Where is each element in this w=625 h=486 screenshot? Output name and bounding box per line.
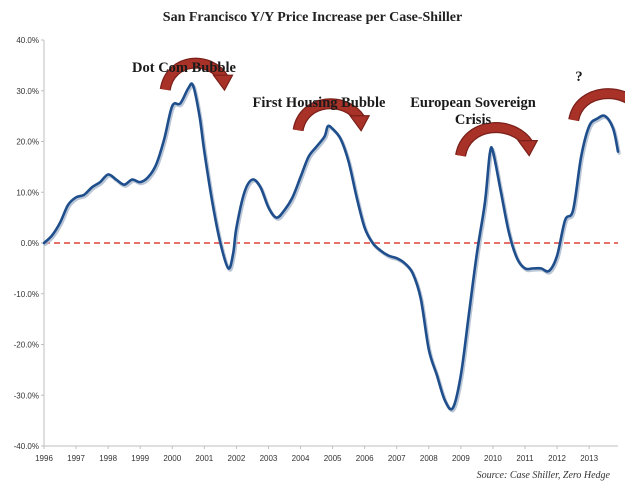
- x-tick-label: 2006: [356, 454, 374, 463]
- x-tick-label: 2007: [388, 454, 406, 463]
- x-tick-label: 2001: [195, 454, 213, 463]
- y-tick-label: 20.0%: [16, 138, 39, 147]
- x-tick-label: 2000: [163, 454, 181, 463]
- x-tick-label: 2010: [484, 454, 502, 463]
- x-tick-label: 2011: [516, 454, 534, 463]
- x-tick-label: 1996: [35, 454, 53, 463]
- y-tick-label: 40.0%: [16, 36, 39, 45]
- annotation-label-question: ?: [575, 69, 582, 85]
- annotation-arrow-euro-crisis-head: [517, 140, 539, 157]
- annotations: Dot Com Bubble First Housing Bubble Europe…: [132, 57, 625, 158]
- annotation-arrow-question-body: [569, 89, 625, 122]
- x-tick-label: 2013: [580, 454, 598, 463]
- x-tick-label: 2005: [324, 454, 342, 463]
- y-tick-label: -10.0%: [14, 290, 39, 299]
- x-tick-label: 1997: [67, 454, 85, 463]
- annotation-arrow-euro-crisis: [455, 122, 539, 158]
- x-tick-label: 1999: [131, 454, 149, 463]
- annotation-arrow-dot-com-head: [212, 74, 234, 92]
- y-tick-label: 30.0%: [16, 87, 39, 96]
- axes: -40.0% -30.0% -20.0% -10.0% 0.0% 10.0% 20.0% 30…: [14, 36, 618, 463]
- x-tick-label: 2009: [452, 454, 470, 463]
- y-tick-label: -40.0%: [14, 442, 39, 451]
- y-tick-label: -20.0%: [14, 341, 39, 350]
- chart-title: San Francisco Y/Y Price Increase per Cas…: [163, 10, 462, 25]
- annotation-arrow-dot-com-body: [161, 59, 228, 91]
- x-tick-label: 2003: [260, 454, 278, 463]
- annotation-arrow-euro-crisis-body: [456, 123, 532, 157]
- annotation-arrow-dot-com: [159, 57, 234, 92]
- x-tick-label: 2002: [228, 454, 246, 463]
- x-tick-label: 2012: [548, 454, 566, 463]
- annotation-label-dot-com: Dot Com Bubble: [132, 60, 236, 76]
- annotation-label-euro-crisis: Crisis: [455, 112, 492, 128]
- x-tick-label: 2008: [420, 454, 438, 463]
- y-tick-label: 10.0%: [16, 188, 39, 197]
- annotation-label-first-housing: First Housing Bubble: [253, 95, 387, 111]
- source-note: Source: Case Shiller, Zero Hedge: [477, 470, 611, 481]
- series-line: [42, 82, 620, 411]
- annotation-arrow-first-housing: [292, 98, 371, 132]
- y-tick-label: 0.0%: [21, 239, 39, 248]
- annotation-arrow-first-housing-body: [293, 99, 364, 132]
- x-tick-label: 2004: [292, 454, 310, 463]
- annotation-label-euro-crisis: European Sovereign: [410, 95, 536, 111]
- annotation-arrow-first-housing-head: [348, 115, 371, 132]
- x-tick-label: 1998: [99, 454, 117, 463]
- series: [42, 82, 621, 413]
- annotation-arrow-question: [568, 88, 625, 122]
- y-tick-label: -30.0%: [14, 391, 39, 400]
